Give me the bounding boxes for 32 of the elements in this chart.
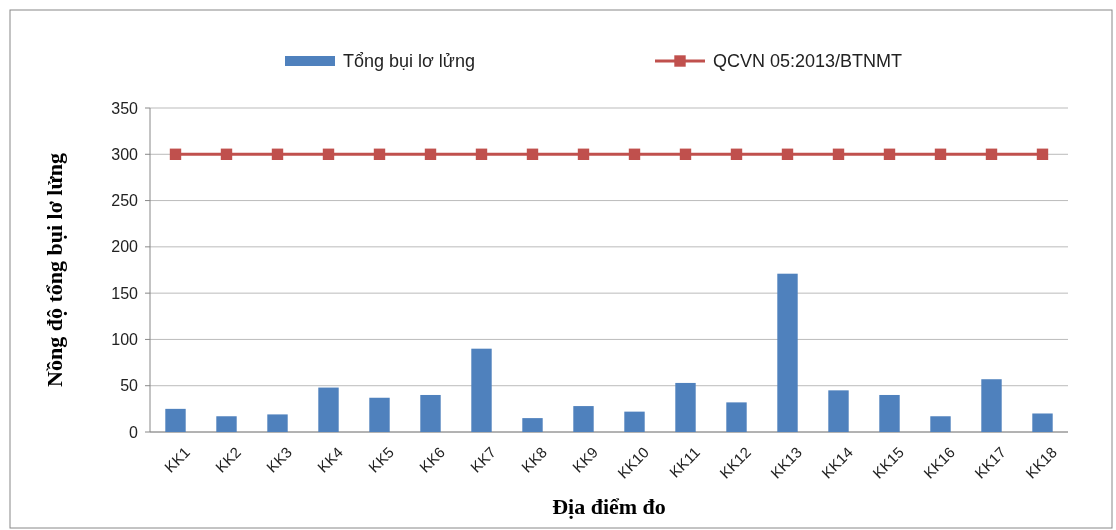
bar xyxy=(267,414,288,432)
bar xyxy=(369,397,390,432)
bar xyxy=(471,348,492,432)
bar xyxy=(624,411,645,432)
x-tick-label: KK1 xyxy=(160,443,194,476)
bar xyxy=(930,416,951,432)
y-tick-label: 0 xyxy=(129,423,139,441)
legend-label: QCVN 05:2013/BTNMT xyxy=(713,51,903,72)
y-tick-label: 350 xyxy=(111,99,139,117)
y-tick-label: 50 xyxy=(120,377,139,395)
bar xyxy=(318,387,339,432)
bar xyxy=(726,402,747,432)
y-tick-label: 150 xyxy=(111,284,139,302)
y-tick-label: 200 xyxy=(111,238,139,256)
bar xyxy=(216,416,237,432)
bar xyxy=(675,382,696,432)
y-axis-title: Nồng độ tổng bụi lơ lửng xyxy=(42,153,67,387)
bar xyxy=(981,379,1002,432)
bar xyxy=(777,273,798,432)
bar xyxy=(879,394,900,432)
y-tick-label: 100 xyxy=(111,331,139,349)
legend-label: Tổng bụi lơ lửng xyxy=(343,51,475,72)
x-axis-title: Địa điểm đo xyxy=(552,494,666,519)
bar xyxy=(828,390,849,432)
x-tick-label: KK9 xyxy=(568,443,602,476)
bar xyxy=(1032,413,1053,432)
y-tick-label: 300 xyxy=(111,145,139,163)
bar xyxy=(165,408,186,432)
bar xyxy=(522,418,543,432)
bar xyxy=(420,394,441,432)
bar xyxy=(573,406,594,432)
y-tick-label: 250 xyxy=(111,192,139,210)
